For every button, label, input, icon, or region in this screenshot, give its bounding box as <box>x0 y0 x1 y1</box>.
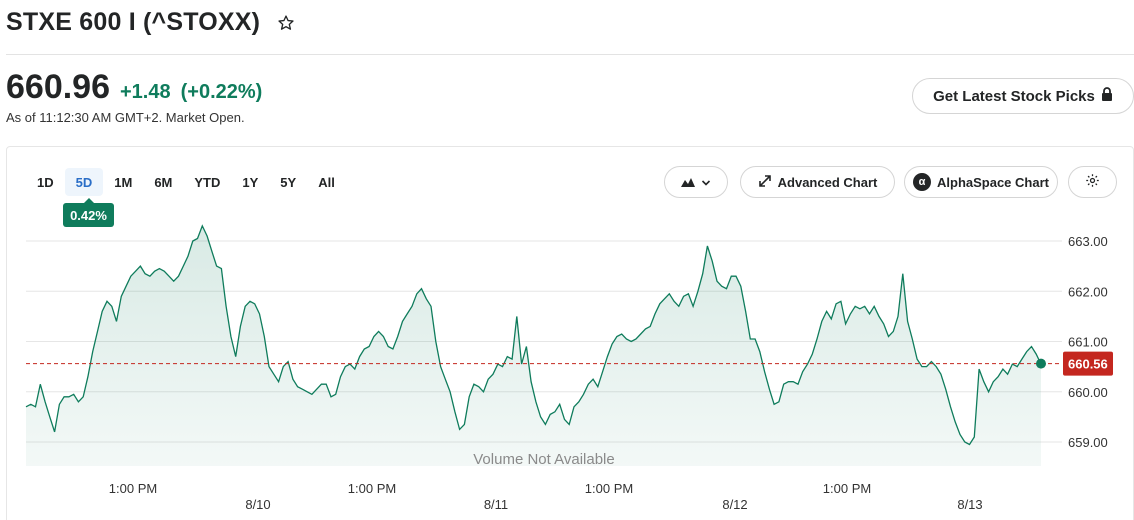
range-tabs: 1D 5D 1M 6M YTD 1Y 5Y All <box>26 168 346 196</box>
x-tick-label: 8/11 <box>484 497 508 512</box>
y-tick-label: 659.00 <box>1068 435 1108 450</box>
get-stock-picks-button[interactable]: Get Latest Stock Picks <box>912 78 1134 114</box>
advanced-chart-label: Advanced Chart <box>777 174 878 190</box>
y-tick-label: 663.00 <box>1068 234 1108 249</box>
range-tab-ytd[interactable]: YTD <box>194 174 221 190</box>
range-tab-5y[interactable]: 5Y <box>280 174 297 190</box>
mountain-chart-icon <box>681 175 695 190</box>
range-change-badge: 0.42% <box>63 198 114 227</box>
alphaspace-chart-button[interactable]: α AlphaSpace Chart <box>904 166 1058 198</box>
alpha-icon: α <box>913 173 931 191</box>
volume-note: Volume Not Available <box>473 451 614 468</box>
current-price: 660.96 <box>6 68 110 106</box>
range-tab-1y[interactable]: 1Y <box>242 174 259 190</box>
y-tick-label: 660.00 <box>1068 385 1108 400</box>
last-price-dot <box>1036 358 1046 369</box>
range-tab-all[interactable]: All <box>318 174 335 190</box>
alphaspace-chart-label: AlphaSpace Chart <box>937 174 1049 190</box>
range-tab-1m[interactable]: 1M <box>114 174 133 190</box>
price-area <box>26 225 1041 466</box>
chevron-down-icon <box>701 175 711 190</box>
y-axis: 663.00 662.00 661.00 660.00 659.00 <box>1068 234 1108 450</box>
quote-row: 660.96 +1.48 (+0.22%) <box>6 68 262 107</box>
star-outline-icon[interactable] <box>276 13 296 33</box>
range-tab-5d[interactable]: 5D <box>64 168 104 196</box>
quote-timestamp: As of 11:12:30 AM GMT+2. Market Open. <box>6 110 245 125</box>
x-tick-label: 1:00 PM <box>109 481 157 496</box>
price-change-percent: (+0.22%) <box>180 81 263 103</box>
x-tick-label: 1:00 PM <box>348 481 396 496</box>
x-axis: 1:00 PM 8/10 1:00 PM 8/11 1:00 PM 8/12 1:00 PM… <box>109 481 983 512</box>
y-tick-label: 662.00 <box>1068 284 1108 299</box>
range-tab-6m[interactable]: 6M <box>154 174 173 190</box>
y-tick-label: 661.00 <box>1068 335 1108 350</box>
header-divider <box>6 54 1134 55</box>
lock-icon <box>1101 87 1113 105</box>
expand-icon <box>758 174 772 191</box>
title-row: STXE 600 I (^STOXX) <box>6 8 296 37</box>
price-change: +1.48 <box>120 81 171 103</box>
page-title: STXE 600 I (^STOXX) <box>6 8 261 36</box>
x-tick-label: 1:00 PM <box>823 481 871 496</box>
get-stock-picks-label: Get Latest Stock Picks <box>933 87 1095 105</box>
chart-settings-button[interactable] <box>1068 166 1117 198</box>
x-tick-label: 8/12 <box>722 497 747 512</box>
x-tick-label: 8/10 <box>245 497 270 512</box>
x-tick-label: 8/13 <box>957 497 982 512</box>
advanced-chart-button[interactable]: Advanced Chart <box>740 166 895 198</box>
previous-close-badge <box>1063 351 1113 376</box>
price-line <box>25 224 1042 446</box>
range-tab-1d[interactable]: 1D <box>37 174 54 190</box>
x-tick-label: 1:00 PM <box>585 481 633 496</box>
gear-icon <box>1085 173 1100 191</box>
previous-close-value: 660.56 <box>1068 357 1108 372</box>
chart-type-button[interactable] <box>664 166 728 198</box>
